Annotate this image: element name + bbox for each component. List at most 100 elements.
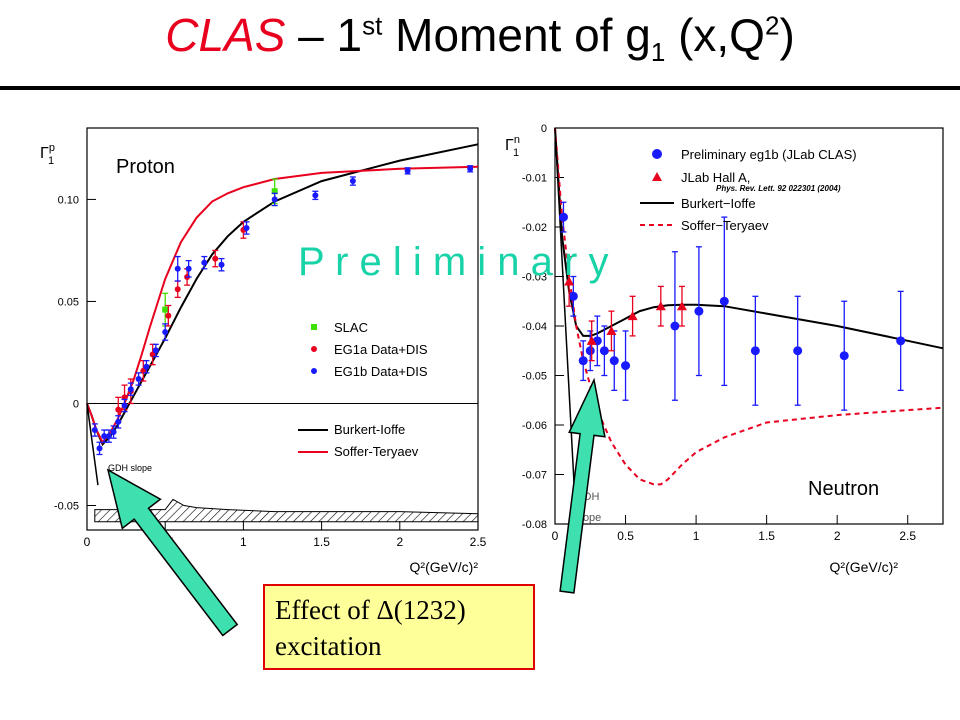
arrow-to-proton-dip-icon	[106, 468, 239, 637]
data-point-eg1b	[96, 445, 103, 452]
data-point-eg1b	[599, 346, 609, 356]
data-point-eg1b	[110, 429, 117, 436]
y-tick-label: -0.01	[522, 173, 547, 185]
title-sup-st: st	[362, 10, 383, 41]
title-sup-2: 2	[764, 10, 780, 41]
legend-label: SLAC	[334, 320, 368, 335]
model-curve	[554, 127, 577, 525]
y-tick-label: -0.04	[522, 321, 547, 333]
legend-marker	[311, 324, 317, 330]
title-mid: Moment of g	[382, 9, 651, 61]
title-rule	[0, 86, 960, 90]
y-tick-label: -0.07	[522, 470, 547, 482]
plot-frame	[554, 127, 944, 525]
x-tick-label: 1	[693, 529, 700, 543]
y-axis-label-main: Γ	[40, 145, 49, 162]
y-tick-label: -0.05	[54, 501, 79, 513]
x-tick-label: 0	[84, 535, 91, 549]
x-tick-label: 0	[552, 529, 559, 543]
slide-title: CLAS – 1st Moment of g1 (x,Q2)	[0, 8, 960, 65]
data-point-eg1b	[568, 291, 578, 301]
gdh-slope-label: GDH slope	[108, 463, 152, 473]
data-point-eg1b	[719, 296, 729, 306]
x-tick-label: 2.5	[470, 535, 487, 549]
y-tick-label: 0	[73, 398, 79, 410]
data-point-eg1b	[174, 265, 181, 272]
y-tick-label: 0	[541, 123, 547, 135]
data-point-hall-a	[676, 301, 687, 311]
data-point-eg1b	[578, 356, 588, 366]
data-point-eg1a	[115, 406, 122, 413]
legend-label: Soffer−Teryaev	[681, 218, 769, 233]
proton-chart: 00.511.522.50.100.050-0.05Γp1Q²(GeV/c)²P…	[40, 127, 487, 575]
data-point-eg1a	[165, 312, 172, 319]
data-point-eg1b	[349, 178, 356, 185]
data-point-eg1b	[105, 433, 112, 440]
data-point-eg1b	[558, 212, 568, 222]
data-point-eg1a	[212, 255, 219, 262]
model-curve	[554, 127, 944, 486]
x-tick-label: 1	[240, 535, 247, 549]
y-axis-label-sub: 1	[48, 155, 54, 167]
y-tick-label: 0.10	[58, 194, 79, 206]
x-tick-label: 0.5	[617, 529, 634, 543]
data-point-hall-a	[586, 335, 597, 345]
callout-line-2: excitation	[275, 631, 382, 661]
data-point-eg1b	[121, 402, 128, 409]
data-point-hall-a	[606, 325, 617, 335]
data-point-eg1a	[174, 286, 181, 293]
data-point-eg1b	[467, 165, 474, 172]
legend-label: JLab Hall A,	[681, 170, 750, 185]
x-tick-label: 1.5	[313, 535, 330, 549]
y-axis-label-sub: 1	[513, 147, 519, 159]
legend-label: Burkert-Ioffe	[334, 422, 405, 437]
data-point-slac	[162, 306, 169, 313]
data-point-eg1b	[793, 346, 803, 356]
data-point-eg1b	[91, 427, 98, 434]
x-tick-label: 2	[396, 535, 403, 549]
systematic-error-band	[94, 498, 479, 523]
y-axis-label-sup: n	[514, 134, 520, 146]
data-point-eg1b	[135, 375, 142, 382]
x-axis-label: Q²(GeV/c)²	[830, 559, 899, 575]
y-axis-label-main: Γ	[505, 137, 514, 154]
callout-line-1: Effect of Δ(1232)	[275, 595, 466, 625]
y-tick-label: -0.08	[522, 519, 547, 531]
title-sub-1: 1	[650, 37, 666, 68]
data-point-eg1b	[152, 347, 159, 354]
data-point-eg1b	[404, 167, 411, 174]
title-args: (x,Q	[665, 9, 765, 61]
data-point-eg1b	[839, 351, 849, 361]
arrow-to-neutron-dip-icon	[559, 377, 606, 594]
legend-label: Soffer-Teryaev	[334, 444, 419, 459]
data-point-eg1b	[185, 265, 192, 272]
data-point-eg1b	[201, 259, 208, 266]
y-tick-label: -0.06	[522, 420, 547, 432]
data-point-eg1b	[621, 361, 631, 371]
panel-label: Neutron	[808, 478, 879, 500]
data-point-eg1b	[243, 224, 250, 231]
legend-marker	[311, 346, 317, 352]
legend-marker	[652, 172, 662, 181]
data-point-eg1b	[896, 336, 906, 346]
legend-marker	[652, 149, 662, 159]
x-tick-label: 2.5	[899, 529, 916, 543]
data-point-slac	[271, 188, 278, 195]
data-point-eg1b	[101, 433, 108, 440]
x-tick-label: 1.5	[758, 529, 775, 543]
overlay-layer: P r e l i m i n a r y	[106, 240, 608, 637]
x-axis-label: Q²(GeV/c)²	[410, 559, 479, 575]
delta-callout-box: Effect of Δ(1232) excitation	[263, 584, 535, 670]
data-point-eg1b	[115, 418, 122, 425]
data-point-hall-a	[627, 311, 638, 321]
legend-label: EG1b Data+DIS	[334, 364, 428, 379]
title-dash: – 1	[285, 9, 363, 61]
x-tick-label: 2	[834, 529, 841, 543]
panel-label: Proton	[116, 156, 175, 178]
data-point-eg1b	[218, 261, 225, 268]
data-point-eg1b	[162, 329, 169, 336]
legend-marker	[311, 368, 317, 374]
y-tick-label: -0.05	[522, 371, 547, 383]
data-point-eg1b	[312, 192, 319, 199]
